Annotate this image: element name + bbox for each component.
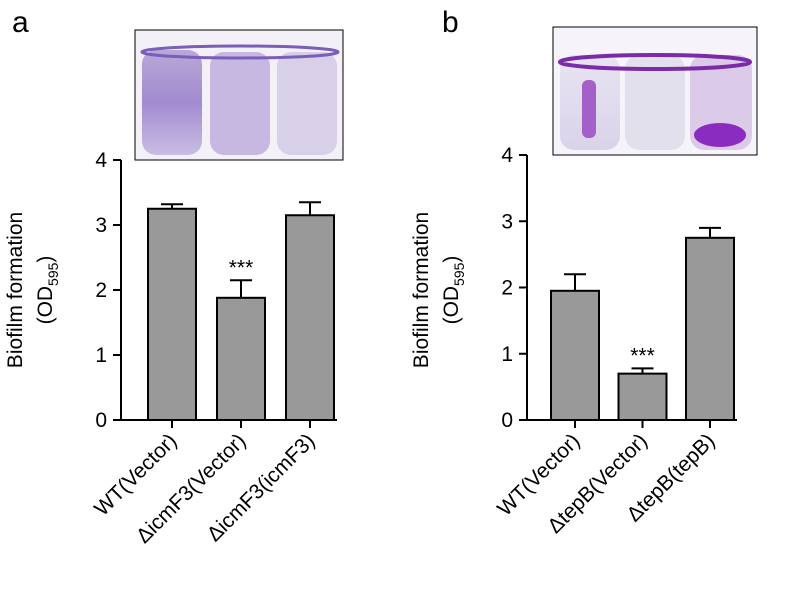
y-axis-label-unit: (OD595) <box>34 256 61 325</box>
error-bar <box>161 203 183 209</box>
significance: *** <box>630 344 655 367</box>
unit-sub: 595 <box>45 262 61 286</box>
unit-open: (OD <box>34 286 57 325</box>
bar <box>550 289 600 421</box>
y-tick-label: 3 <box>95 214 107 237</box>
panel-label: a <box>12 6 29 39</box>
error-bar <box>699 226 721 238</box>
error-bar <box>299 201 321 216</box>
unit-sub: 595 <box>451 262 467 286</box>
unit-close: ) <box>34 256 57 263</box>
photo-a <box>134 29 344 161</box>
y-axis-label-unit: (OD595) <box>440 256 467 325</box>
panel-label: b <box>442 6 459 39</box>
unit-open: (OD <box>440 286 463 325</box>
unit-close: ) <box>440 256 463 263</box>
error-bar <box>631 367 654 374</box>
bar <box>685 236 735 421</box>
y-tick-label: 1 <box>501 343 513 366</box>
y-axis-label: Biofilm formation <box>410 212 433 368</box>
error-bar <box>230 279 252 298</box>
photo-b <box>552 26 758 156</box>
bar <box>216 296 266 421</box>
y-tick-label: 2 <box>95 279 107 302</box>
y-tick-label: 0 <box>95 409 107 432</box>
y-axis-label: Biofilm formation <box>4 212 27 368</box>
y-tick-label: 2 <box>501 277 513 300</box>
significance: *** <box>229 256 254 279</box>
bar <box>285 214 335 421</box>
bar <box>147 207 197 421</box>
y-tick-label: 1 <box>95 344 107 367</box>
y-tick-label: 4 <box>501 144 513 167</box>
y-tick-label: 4 <box>95 149 107 172</box>
y-tick-label: 3 <box>501 210 513 233</box>
error-bar <box>564 273 586 291</box>
y-tick-label: 0 <box>501 409 513 432</box>
bar <box>617 372 668 421</box>
